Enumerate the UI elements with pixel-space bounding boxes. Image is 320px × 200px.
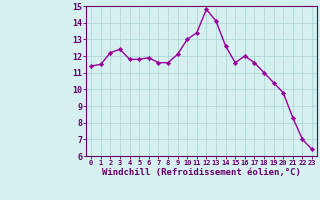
X-axis label: Windchill (Refroidissement éolien,°C): Windchill (Refroidissement éolien,°C) [102,168,301,177]
